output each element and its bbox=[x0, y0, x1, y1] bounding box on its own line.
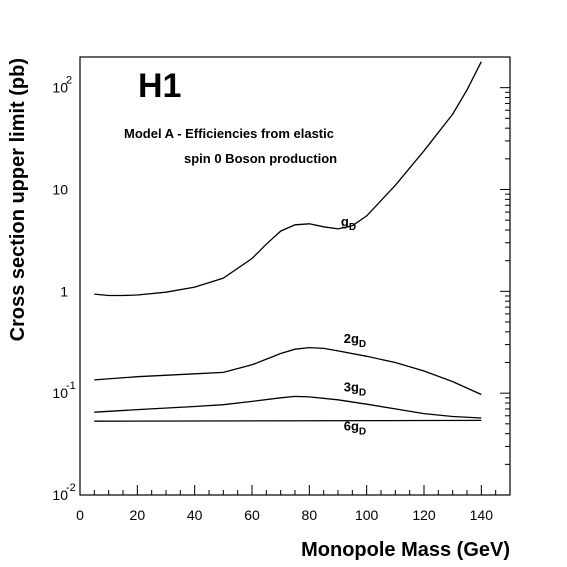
y-tick-label: 1 bbox=[60, 283, 68, 299]
series-label: 3gD bbox=[344, 379, 366, 398]
series-label: gD bbox=[341, 214, 356, 233]
series-label-name: g bbox=[341, 214, 349, 229]
x-tick-label: 40 bbox=[187, 507, 203, 523]
series-label-subscript: D bbox=[359, 426, 366, 437]
y-tick-exponent: 2 bbox=[66, 75, 72, 87]
data-series bbox=[94, 61, 482, 422]
y-tick-exponent: -2 bbox=[66, 482, 76, 494]
series-label-name: 6g bbox=[344, 418, 359, 433]
y-tick-exponent: -1 bbox=[66, 380, 76, 392]
series-line bbox=[94, 395, 482, 419]
series-label-subscript: D bbox=[359, 339, 366, 350]
series-label-subscript: D bbox=[349, 222, 356, 233]
x-tick-label: 60 bbox=[244, 507, 260, 523]
x-tick-label: 120 bbox=[412, 507, 436, 523]
y-axis-label: Cross section upper limit (pb) bbox=[7, 58, 29, 341]
x-tick-label: 140 bbox=[470, 507, 494, 523]
y-tick-label: 10 bbox=[52, 181, 68, 197]
h1-logo: H1 bbox=[138, 67, 181, 105]
y-tick-label: 10 bbox=[52, 487, 68, 503]
model-title-line2: spin 0 Boson production bbox=[184, 151, 337, 166]
series-line bbox=[94, 419, 482, 422]
y-tick-label: 10 bbox=[52, 385, 68, 401]
series-label: 2gD bbox=[344, 331, 366, 350]
series-label-name: 2g bbox=[344, 331, 359, 346]
model-title-line1: Model A - Efficiencies from elastic bbox=[124, 126, 334, 141]
series-label-name: 3g bbox=[344, 379, 359, 394]
series-label: 6gD bbox=[344, 418, 366, 437]
x-axis-label: Monopole Mass (GeV) bbox=[301, 539, 510, 561]
x-tick-label: 0 bbox=[76, 507, 84, 523]
x-tick-label: 100 bbox=[355, 507, 379, 523]
series-line bbox=[94, 61, 482, 297]
x-tick-label: 20 bbox=[130, 507, 146, 523]
x-axis-ticks: 0 20 40 60 80 100 120 140 bbox=[76, 485, 511, 523]
x-tick-label: 80 bbox=[302, 507, 318, 523]
series-line bbox=[94, 346, 482, 396]
series-label-subscript: D bbox=[359, 387, 366, 398]
y-tick-label: 10 bbox=[52, 80, 68, 96]
